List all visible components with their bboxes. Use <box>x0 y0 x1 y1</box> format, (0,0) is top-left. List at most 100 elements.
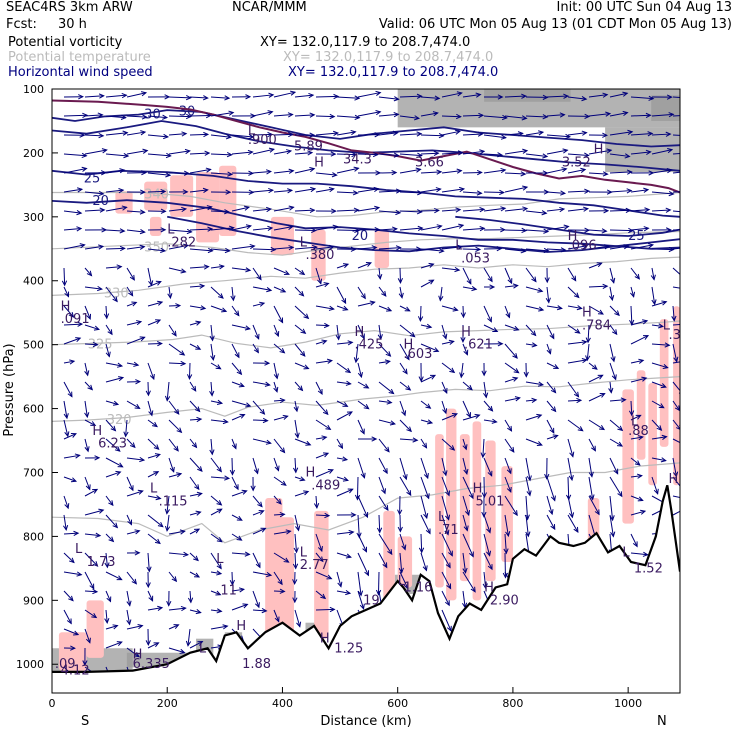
wind-vector-95 <box>126 130 147 136</box>
wind-vector-390 <box>336 166 360 174</box>
wind-vector-710 <box>588 283 609 289</box>
wind-vector-279 <box>252 206 273 213</box>
wind-vector-754 <box>630 207 651 213</box>
wind-vector-307 <box>273 188 294 194</box>
wind-vector-503 <box>420 248 445 254</box>
north-end-label: N <box>657 714 667 729</box>
wind-vector-578 <box>483 152 504 158</box>
wind-vector-75 <box>105 343 111 358</box>
pv-fill-19 <box>501 466 513 562</box>
theta-contour-label-1: 325 <box>88 338 113 353</box>
wind-vector-415 <box>357 110 382 117</box>
wind-vector-281 <box>252 246 277 253</box>
field-coords-potential-vorticity: XY= 132.0,117.9 to 208.7,474.0 <box>260 35 471 50</box>
wind-contour-label-2: 25 <box>84 171 101 186</box>
wind-vector-117 <box>126 550 141 556</box>
wind-vector-189 <box>189 187 209 193</box>
wind-vector-452 <box>378 286 387 297</box>
wind-vector-444 <box>378 130 399 136</box>
wind-vector-161 <box>168 228 193 235</box>
extrema-label-45: L <box>300 545 308 560</box>
wind-vector-372 <box>315 358 334 364</box>
wind-vector-424 <box>357 286 366 300</box>
wind-vector-571 <box>462 533 474 558</box>
wind-vector-594 <box>483 457 493 477</box>
wind-vector-152 <box>145 628 151 646</box>
wind-vector-7 <box>63 226 83 232</box>
wind-vector-533 <box>441 339 455 345</box>
wind-vector-425 <box>357 300 376 307</box>
extrema-label-14: H <box>568 229 578 244</box>
model-title: SEAC4RS 3km ARW <box>6 0 133 15</box>
wind-vector-26 <box>63 590 74 602</box>
wind-vector-375 <box>315 419 332 430</box>
wind-vector-458 <box>378 399 393 405</box>
wind-vector-596 <box>481 495 487 518</box>
wind-vector-132 <box>147 247 167 254</box>
wind-vector-389 <box>336 151 358 158</box>
wind-vector-324 <box>273 511 286 518</box>
pv-fill-1 <box>58 632 87 671</box>
wind-vector-351 <box>294 490 310 497</box>
wind-vector-314 <box>273 324 280 338</box>
pv-fill-14 <box>435 434 444 588</box>
wind-vector-484 <box>399 381 412 391</box>
wind-vector-202 <box>189 438 198 449</box>
wind-vector-231 <box>210 418 229 425</box>
wind-vector-406 <box>336 476 349 482</box>
wind-vector-374 <box>315 400 329 416</box>
wind-vector-116 <box>126 529 141 535</box>
wind-vector-493 <box>398 552 404 574</box>
wind-vector-222 <box>210 247 231 254</box>
wind-vector-23 <box>63 530 80 537</box>
wind-vector-103 <box>126 286 134 297</box>
wind-vector-803 <box>672 210 680 213</box>
wind-vector-170 <box>168 400 180 415</box>
wind-vector-328 <box>273 588 286 594</box>
wind-vector-541 <box>441 495 451 521</box>
wind-vector-535 <box>441 381 448 394</box>
wind-vector-87 <box>105 571 123 581</box>
wind-vector-782 <box>650 267 656 281</box>
wind-vector-750 <box>630 131 654 137</box>
wind-vector-654 <box>546 133 572 140</box>
wind-vector-2 <box>63 132 86 138</box>
wind-vector-376 <box>315 435 328 441</box>
wind-vector-534 <box>441 362 456 374</box>
wind-vector-39 <box>84 244 105 250</box>
wind-vector-244 <box>231 94 252 100</box>
wind-vector-477 <box>399 246 422 252</box>
wind-vector-664 <box>546 324 555 340</box>
wind-vector-164 <box>167 286 173 300</box>
wind-vector-746 <box>609 514 616 538</box>
wind-vector-423 <box>357 261 372 269</box>
wind-vector-658 <box>546 206 566 213</box>
wind-vector-41 <box>84 285 104 292</box>
wind-vector-370 <box>315 322 330 329</box>
wind-vector-308 <box>273 205 295 212</box>
wind-vector-37 <box>84 207 106 213</box>
pv-fill-0 <box>86 600 104 658</box>
wind-vector-817 <box>672 476 680 491</box>
wind-vector-137 <box>147 341 163 347</box>
wind-contour-1 <box>52 120 680 172</box>
wind-vector-268 <box>231 551 251 557</box>
wind-vector-572 <box>462 552 468 574</box>
wind-vector-125 <box>147 114 169 120</box>
wind-vector-219 <box>210 189 232 195</box>
wind-vector-681 <box>567 188 591 194</box>
wind-vector-792 <box>651 457 667 463</box>
theta-contour-label-4: 340 <box>144 187 169 202</box>
wind-vector-790 <box>651 419 663 431</box>
wind-vector-362 <box>315 172 338 178</box>
wind-vector-71 <box>105 264 123 270</box>
extrema-label-58: 1.25 <box>334 641 363 656</box>
wind-vector-430 <box>357 400 370 410</box>
wind-vector-335 <box>294 186 317 193</box>
y-tick-label-7: 800 <box>23 530 44 543</box>
wind-vector-293 <box>250 476 256 492</box>
wind-vector-229 <box>209 381 215 397</box>
extrema-label-7: 34.3 <box>343 152 372 167</box>
extrema-label-51: H <box>484 581 494 596</box>
wind-vector-521 <box>441 113 462 120</box>
